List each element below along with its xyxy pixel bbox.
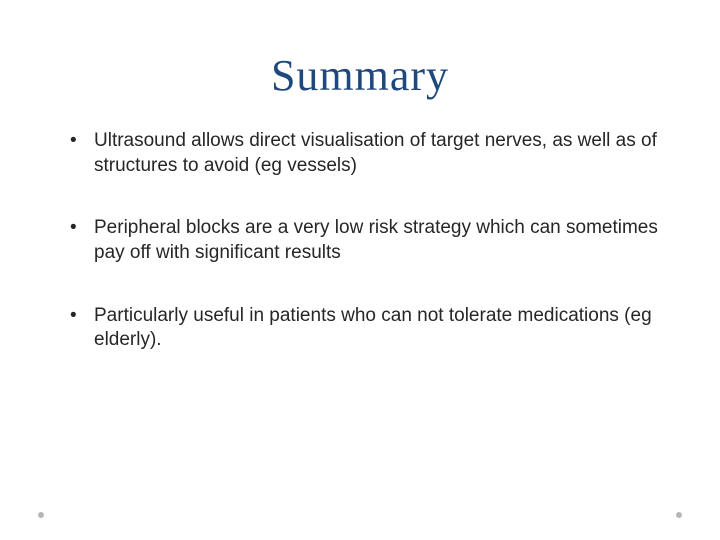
footer-decoration-right: [676, 512, 682, 518]
bullet-item: Peripheral blocks are a very low risk st…: [70, 216, 680, 265]
bullet-item: Particularly useful in patients who can …: [70, 304, 680, 353]
bullet-list: Ultrasound allows direct visualisation o…: [40, 129, 680, 353]
slide-title: Summary: [40, 50, 680, 101]
bullet-item: Ultrasound allows direct visualisation o…: [70, 129, 680, 178]
slide-container: Summary Ultrasound allows direct visuali…: [0, 0, 720, 540]
footer-decoration-left: [38, 512, 44, 518]
